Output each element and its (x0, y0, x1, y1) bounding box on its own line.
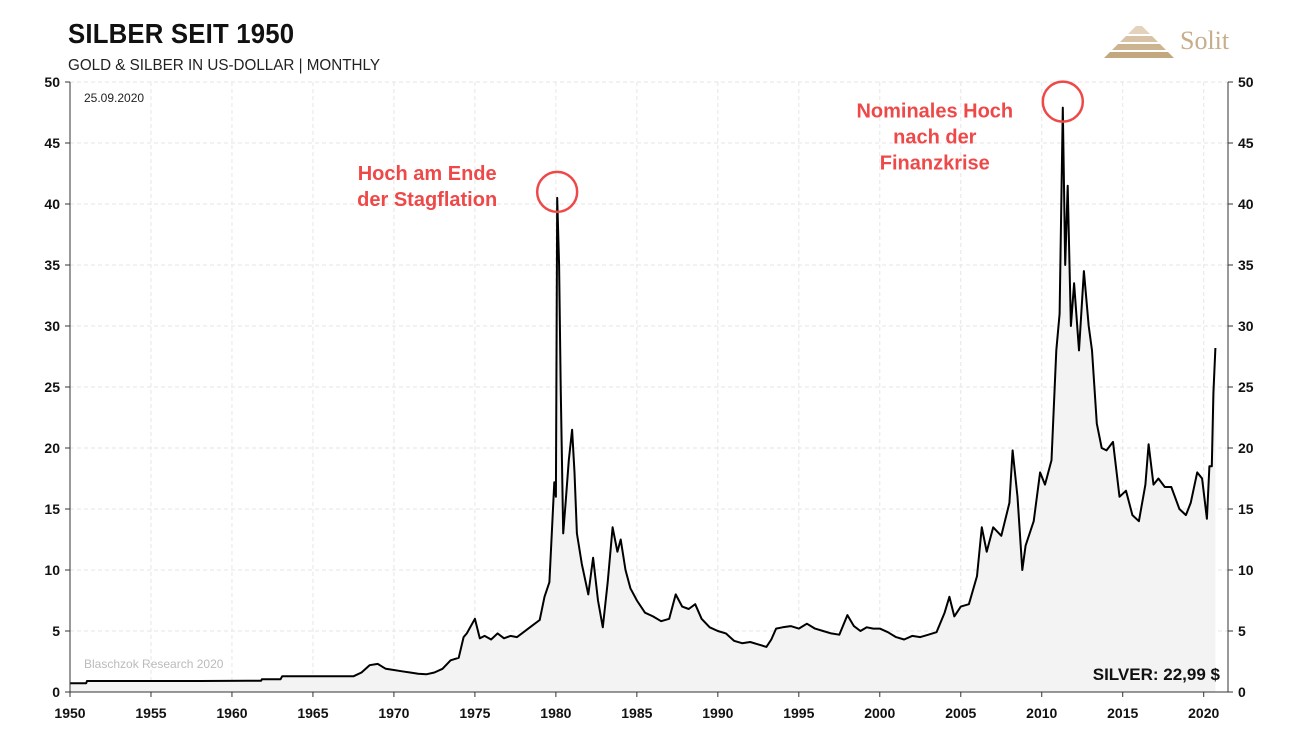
y-axis-left: 0 5 10 15 20 25 30 35 40 45 50 (44, 74, 70, 700)
y-tick-label-left-10: 10 (44, 562, 60, 578)
x-tick-label-1955: 1955 (135, 705, 166, 721)
y-tick-label-right-5: 5 (1238, 623, 1246, 639)
y-tick-label-right-35: 35 (1238, 257, 1254, 273)
annotation-circle-2 (1041, 80, 1085, 123)
y-tick-label-right-10: 10 (1238, 562, 1254, 578)
y-tick-label-left-30: 30 (44, 318, 60, 334)
chart-subtitle: GOLD & SILBER IN US-DOLLAR | MONTHLY (68, 57, 380, 74)
y-tick-label-left-0: 0 (52, 684, 60, 700)
solit-logo-text: Solit (1180, 26, 1230, 55)
x-tick-label-2000: 2000 (864, 705, 895, 721)
x-tick-label-2010: 2010 (1026, 705, 1057, 721)
silver-price-line (70, 106, 1217, 685)
y-tick-label-left-40: 40 (44, 196, 60, 212)
x-tick-label-1975: 1975 (459, 705, 490, 721)
date-label: 25.09.2020 (84, 91, 144, 105)
y-tick-label-left-45: 45 (44, 135, 60, 151)
solit-logo-icon (1104, 26, 1174, 58)
x-tick-label-1950: 1950 (54, 705, 85, 721)
y-tick-label-right-40: 40 (1238, 196, 1254, 212)
y-tick-label-left-5: 5 (52, 623, 60, 639)
y-tick-label-right-25: 25 (1238, 379, 1254, 395)
source-label: Blaschzok Research 2020 (84, 657, 224, 671)
annotations: Hoch am Ende der Stagflation Nominales Hoc… (357, 80, 1085, 214)
x-tick-label-1995: 1995 (783, 705, 814, 721)
y-tick-label-left-15: 15 (44, 501, 60, 517)
x-tick-label-2020: 2020 (1188, 705, 1219, 721)
y-tick-label-right-15: 15 (1238, 501, 1254, 517)
y-tick-label-right-45: 45 (1238, 135, 1254, 151)
y-tick-label-right-20: 20 (1238, 440, 1254, 456)
annotation-label-1-1: Hoch am Ende (358, 163, 497, 185)
y-tick-label-left-20: 20 (44, 440, 60, 456)
y-tick-label-right-0: 0 (1238, 684, 1246, 700)
annotation-label-2-2: nach der (893, 127, 977, 149)
y-tick-label-left-50: 50 (44, 74, 60, 90)
annotation-circle-1 (535, 170, 579, 214)
x-tick-label-2015: 2015 (1107, 705, 1138, 721)
x-tick-label-1960: 1960 (216, 705, 247, 721)
x-tick-label-2005: 2005 (945, 705, 976, 721)
y-tick-label-left-25: 25 (44, 379, 60, 395)
y-tick-label-right-50: 50 (1238, 74, 1254, 90)
annotation-label-2-1: Nominales Hoch (856, 101, 1013, 123)
annotation-label-1-2: der Stagflation (357, 189, 497, 211)
y-axis-right: 0 5 10 15 20 25 30 35 40 45 50 (1228, 74, 1254, 700)
chart-title: SILBER SEIT 1950 (68, 18, 295, 49)
silver-price-area (70, 107, 1216, 693)
silver-value-label: SILVER: 22,99 $ (1093, 665, 1221, 684)
annotation-label-2-3: Finanzkrise (880, 153, 990, 175)
x-tick-label-1985: 1985 (621, 705, 652, 721)
y-tick-label-left-35: 35 (44, 257, 60, 273)
x-tick-label-1990: 1990 (702, 705, 733, 721)
y-tick-label-right-30: 30 (1238, 318, 1254, 334)
x-tick-label-1980: 1980 (540, 705, 571, 721)
x-tick-label-1965: 1965 (297, 705, 328, 721)
x-tick-label-1970: 1970 (378, 705, 409, 721)
x-axis: 1950 1955 1960 1965 1970 1975 1980 1985 1990 1995… (54, 692, 1219, 721)
